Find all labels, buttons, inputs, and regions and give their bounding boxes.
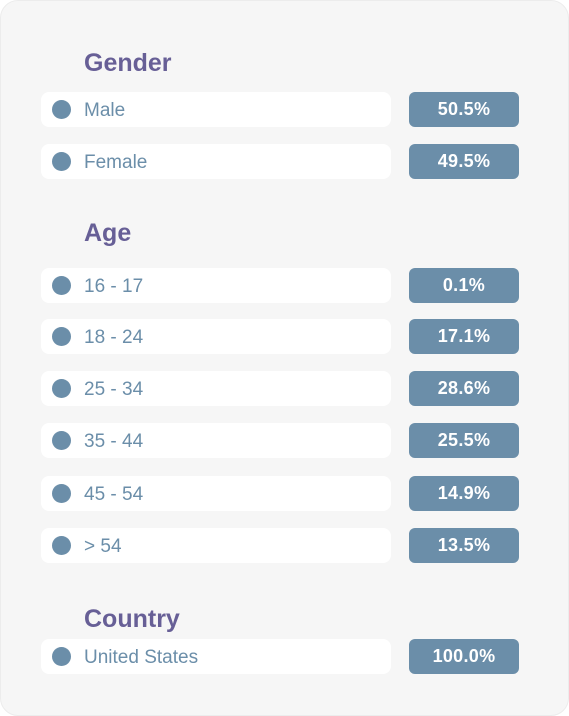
row-label-pill: 16 - 17	[41, 268, 391, 303]
bullet-dot-icon	[52, 100, 71, 119]
row-label: Female	[84, 152, 148, 173]
row-label-pill: 35 - 44	[41, 423, 391, 458]
value-badge: 50.5%	[409, 92, 519, 127]
row-label: 16 - 17	[84, 276, 144, 297]
bullet-dot-icon	[52, 647, 71, 666]
row-label: United States	[84, 647, 199, 668]
row-age-18-24: 18 - 24 17.1%	[41, 319, 519, 354]
row-label-pill: 18 - 24	[41, 319, 391, 354]
value-badge: 17.1%	[409, 319, 519, 354]
row-country-united-states: United States 100.0%	[41, 639, 519, 674]
row-age-35-44: 35 - 44 25.5%	[41, 423, 519, 458]
bullet-dot-icon	[52, 327, 71, 346]
value-badge: 100.0%	[409, 639, 519, 674]
row-age-over-54: > 54 13.5%	[41, 528, 519, 563]
row-label-pill: 45 - 54	[41, 476, 391, 511]
row-label-pill: > 54	[41, 528, 391, 563]
bullet-dot-icon	[52, 431, 71, 450]
value-badge: 49.5%	[409, 144, 519, 179]
row-label-pill: United States	[41, 639, 391, 674]
row-label: 45 - 54	[84, 484, 144, 505]
value-badge: 0.1%	[409, 268, 519, 303]
value-badge: 28.6%	[409, 371, 519, 406]
bullet-dot-icon	[52, 152, 71, 171]
row-label: 18 - 24	[84, 327, 144, 348]
bullet-dot-icon	[52, 379, 71, 398]
row-label-pill: Male	[41, 92, 391, 127]
section-title-age: Age	[84, 219, 132, 247]
row-gender-male: Male 50.5%	[41, 92, 519, 127]
bullet-dot-icon	[52, 276, 71, 295]
row-label: 25 - 34	[84, 379, 144, 400]
row-age-25-34: 25 - 34 28.6%	[41, 371, 519, 406]
bullet-dot-icon	[52, 536, 71, 555]
row-label-pill: Female	[41, 144, 391, 179]
row-age-16-17: 16 - 17 0.1%	[41, 268, 519, 303]
bullet-dot-icon	[52, 484, 71, 503]
section-title-country: Country	[84, 605, 180, 633]
row-age-45-54: 45 - 54 14.9%	[41, 476, 519, 511]
section-title-gender: Gender	[84, 49, 172, 77]
row-label: > 54	[84, 536, 122, 557]
row-label-pill: 25 - 34	[41, 371, 391, 406]
value-badge: 14.9%	[409, 476, 519, 511]
value-badge: 25.5%	[409, 423, 519, 458]
value-badge: 13.5%	[409, 528, 519, 563]
row-gender-female: Female 49.5%	[41, 144, 519, 179]
row-label: 35 - 44	[84, 431, 144, 452]
row-label: Male	[84, 100, 126, 121]
